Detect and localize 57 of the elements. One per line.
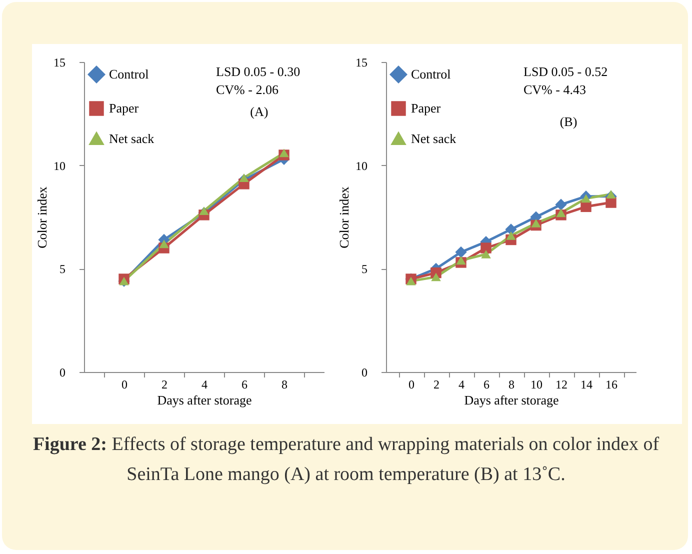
figure-caption: Figure 2: Effects of storage temperature and wrapping materials on color index of SeinTa Lone mango (A) at room temperature (B) at 13˚C.	[32, 433, 660, 487]
legend-label: Control	[109, 66, 150, 82]
legend-label: Paper	[411, 100, 442, 116]
point	[580, 201, 592, 212]
y-tick-label: 10	[54, 158, 66, 173]
point	[506, 231, 516, 240]
legend-label: Control	[411, 66, 452, 82]
annotation: (B)	[560, 114, 578, 129]
point	[199, 206, 209, 216]
x-tick-label: 12	[556, 378, 568, 392]
x-tick-label: 2	[434, 378, 440, 392]
x-axis-title: Days after storage	[157, 392, 252, 408]
annotation: LSD 0.05 - 0.52	[524, 64, 608, 79]
x-axis-title: Days after storage	[464, 392, 560, 408]
y-tick-label: 0	[362, 366, 368, 380]
point	[480, 242, 492, 254]
point	[455, 246, 467, 258]
y-tick-label: 10	[356, 158, 368, 173]
point	[279, 148, 289, 158]
y-tick-label: 15	[356, 56, 368, 70]
annotation: CV% - 4.43	[524, 82, 586, 97]
point	[431, 272, 441, 282]
x-tick-label: 4	[458, 378, 464, 392]
point	[555, 198, 567, 210]
y-axis-title: Color index	[336, 186, 352, 248]
y-tick-label: 5	[60, 262, 66, 276]
x-tick-label: 6	[484, 378, 490, 392]
point	[531, 218, 541, 228]
point	[581, 194, 591, 203]
point	[556, 208, 566, 218]
annotation: LSD 0.05 - 0.30	[216, 64, 300, 79]
point	[505, 224, 517, 236]
x-tick-label: 14	[580, 378, 592, 392]
x-tick-label: 16	[606, 378, 618, 392]
y-tick-label: 15	[54, 56, 66, 70]
legend-label: Paper	[109, 100, 140, 116]
x-tick-label: 10	[530, 378, 542, 392]
legend-label: Net sack	[109, 131, 155, 146]
x-tick-label: 0	[122, 378, 128, 392]
y-axis-title: Color index	[34, 186, 50, 248]
y-tick-label: 5	[362, 262, 368, 276]
x-tick-label: 6	[242, 378, 248, 392]
x-tick-label: 4	[202, 378, 208, 392]
point	[406, 276, 416, 286]
x-tick-label: 2	[162, 378, 168, 392]
x-tick-label: 8	[508, 378, 514, 392]
point	[159, 240, 169, 248]
point	[239, 174, 249, 182]
annotation: CV% - 2.06	[216, 82, 279, 97]
y-tick-label: 0	[60, 366, 66, 380]
annotation: (A)	[250, 104, 268, 119]
legend-label: Net sack	[411, 131, 457, 146]
x-tick-label: 8	[282, 378, 288, 392]
point	[456, 256, 466, 265]
point	[481, 250, 491, 258]
point	[606, 190, 616, 198]
x-tick-label: 0	[408, 378, 414, 392]
